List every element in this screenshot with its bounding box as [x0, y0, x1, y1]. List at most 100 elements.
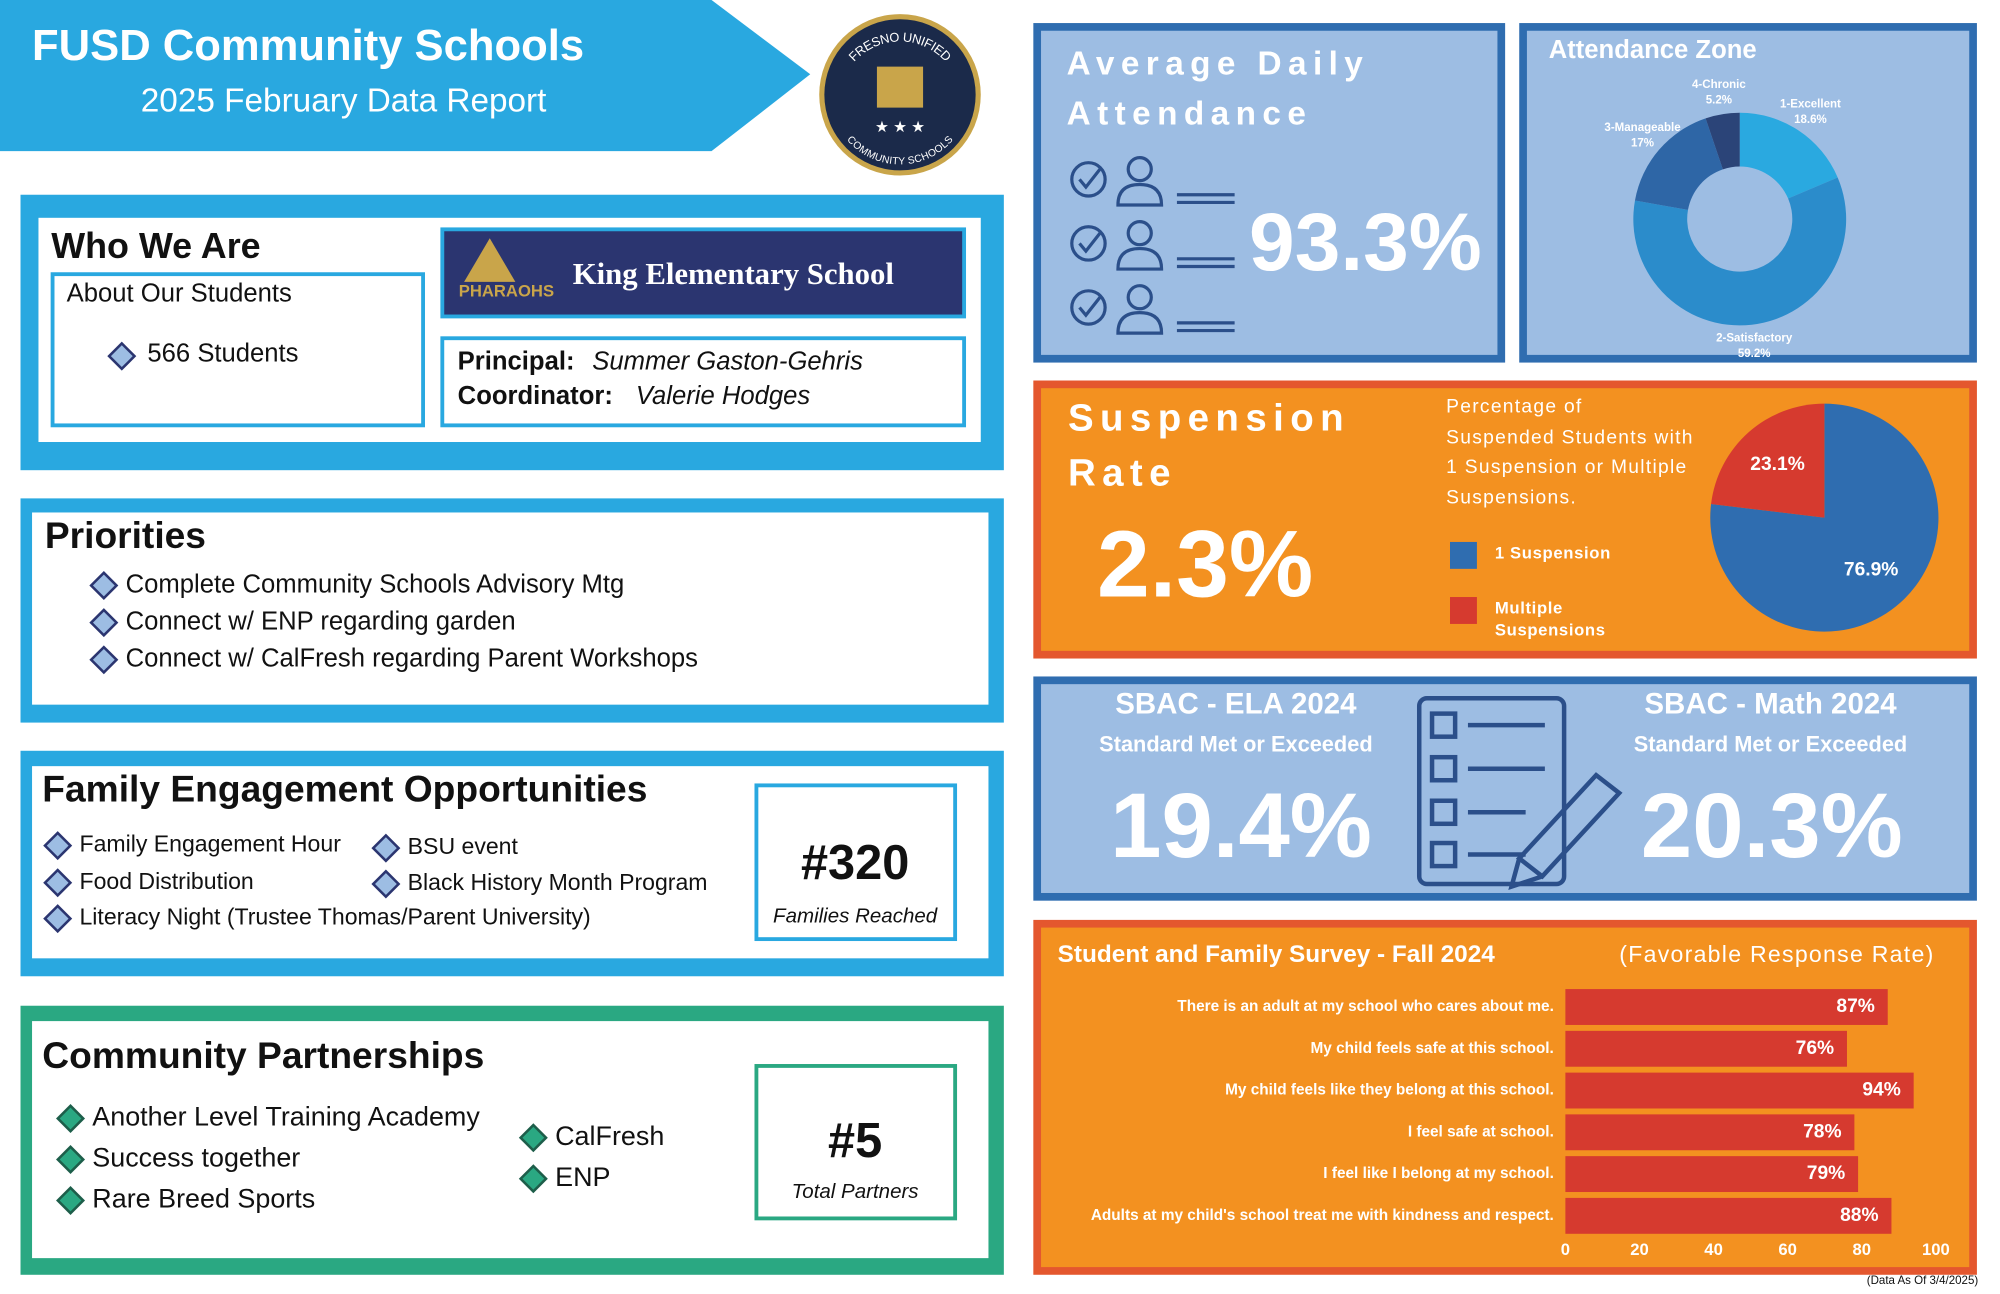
- list-item: Rare Breed Sports: [92, 1184, 315, 1214]
- slice-label: 2-Satisfactory: [1716, 333, 1793, 345]
- list-item: Connect w/ CalFresh regarding Parent Wor…: [126, 645, 698, 673]
- logo: FRESNO UNIFIED COMMUNITY SCHOOLS ★ ★ ★: [819, 14, 981, 176]
- attendance-value: 93.3%: [1249, 197, 1482, 288]
- priority-list: Complete Community Schools Advisory Mtg C…: [89, 570, 698, 675]
- bar: [1565, 1114, 1855, 1151]
- section-title: Who We Are: [51, 226, 260, 266]
- bullet: [518, 1123, 548, 1153]
- value-label: 78%: [1803, 1121, 1841, 1142]
- list-item: Literacy Night (Trustee Thomas/Parent Un…: [79, 904, 590, 930]
- header-banner: [0, 0, 811, 152]
- value-label: 76.9%: [1844, 559, 1899, 580]
- logo-stars: ★ ★ ★: [875, 119, 925, 136]
- legend-label-box: Multiple Suspensions: [1494, 598, 1606, 640]
- value-label: 87%: [1836, 996, 1874, 1017]
- x-tick-label: 80: [1853, 1240, 1872, 1259]
- page-subtitle: 2025 February Data Report: [141, 82, 547, 119]
- sbac-subtitle: Standard Met or Exceeded: [1099, 731, 1372, 756]
- y-tick-label: Adults at my child's school treat me wit…: [1091, 1207, 1554, 1224]
- bullet: [56, 1185, 86, 1215]
- sbac-value: 20.3%: [1641, 773, 1903, 877]
- slice-label: 4-Chronic: [1692, 79, 1746, 91]
- slice: [1633, 177, 1847, 326]
- bullet: [89, 608, 119, 638]
- x-tick-label: 100: [1922, 1240, 1950, 1259]
- school-banner: [440, 227, 967, 319]
- about-box: [50, 272, 426, 428]
- coordinator-label: Coordinator:: [458, 382, 613, 410]
- sbac-value: 19.4%: [1110, 773, 1372, 877]
- slice-label: 1-Excellent: [1780, 99, 1841, 111]
- partner-list: Another Level Training Academy Success to…: [56, 1102, 664, 1215]
- chart-subtitle: (Favorable Response Rate): [1619, 941, 1934, 967]
- school-logo-pyramid: [464, 238, 516, 282]
- y-tick-label: There is an adult at my school who cares…: [1177, 998, 1554, 1015]
- sbac-subtitle: Standard Met or Exceeded: [1634, 731, 1907, 756]
- list-item: Another Level Training Academy: [92, 1102, 480, 1132]
- attendance-title-box: Average Daily Attendance: [1067, 44, 1363, 132]
- families-count: #320: [801, 836, 909, 890]
- section-panel: [32, 512, 989, 705]
- list-item: Black History Month Program: [408, 869, 708, 895]
- value-label: 23.1%: [1750, 454, 1805, 475]
- suspension-value: 2.3%: [1097, 511, 1313, 617]
- attendance-icons: [1070, 155, 1235, 335]
- sbac-title: SBAC - Math 2024: [1644, 688, 1897, 721]
- slice: [1634, 118, 1723, 210]
- coordinator-name: Valerie Hodges: [636, 382, 811, 410]
- section-title: Community Partnerships: [42, 1034, 484, 1076]
- list-item: Food Distribution: [79, 868, 253, 894]
- legend-swatch: [1450, 597, 1477, 624]
- logo-shield: [876, 66, 924, 108]
- slice-label: 3-Manageable: [1604, 122, 1681, 134]
- section-title: Family Engagement Opportunities: [42, 768, 647, 810]
- x-tick-label: 0: [1561, 1240, 1570, 1259]
- legend-label: Multiple Suspensions: [1494, 598, 1606, 640]
- section-title: Priorities: [45, 514, 206, 556]
- principal-name: Summer Gaston-Gehris: [592, 347, 863, 375]
- value-label: 17%: [1631, 137, 1654, 149]
- y-tick-label: I feel safe at school.: [1408, 1123, 1554, 1140]
- bullet: [56, 1144, 86, 1174]
- list-item: Family Engagement Hour: [79, 831, 341, 857]
- list-item: ENP: [555, 1162, 610, 1192]
- bullet: [89, 571, 119, 600]
- value-label: 59.2%: [1738, 348, 1771, 360]
- bullet: [89, 645, 119, 675]
- count-box: [754, 1064, 958, 1221]
- suspension-title: Suspension Rate: [1067, 397, 1351, 495]
- x-tick-label: 40: [1704, 1240, 1723, 1259]
- legend-label-box: 1 Suspension: [1494, 543, 1611, 563]
- bullet: [43, 904, 73, 934]
- bar: [1565, 1072, 1914, 1109]
- slice: [1711, 403, 1825, 518]
- x-tick-label: 60: [1778, 1240, 1797, 1259]
- sbac-title: SBAC - ELA 2024: [1115, 688, 1357, 721]
- legend-label: 1 Suspension: [1494, 543, 1611, 563]
- value-label: 5.2%: [1706, 94, 1732, 106]
- bullet: [371, 833, 401, 863]
- principal-label: Principal:: [458, 347, 575, 375]
- value-label: 88%: [1840, 1205, 1878, 1226]
- bullet: [107, 341, 137, 371]
- pie-subtitle-box: Percentage of Suspended Students with 1 …: [1446, 396, 1692, 508]
- list-item: Success together: [92, 1143, 300, 1173]
- bar: [1565, 1030, 1847, 1067]
- school-name: King Elementary School: [573, 257, 895, 291]
- partners-count: #5: [828, 1114, 882, 1168]
- value-label: 79%: [1807, 1163, 1845, 1184]
- bullet: [518, 1164, 548, 1194]
- footer-note: (Data As Of 3/4/2025): [1867, 1275, 1979, 1287]
- sbac-panel: [1033, 676, 1977, 901]
- bar: [1565, 1197, 1892, 1234]
- value-label: 94%: [1862, 1080, 1900, 1101]
- slice: [1739, 112, 1838, 199]
- about-title: About Our Students: [67, 279, 292, 307]
- count-box: [754, 783, 958, 942]
- bullet: [43, 831, 73, 861]
- clipboard-icon: [1416, 696, 1623, 891]
- staff-box: [440, 336, 967, 428]
- families-label: Families Reached: [773, 905, 938, 928]
- students-count: 566 Students: [147, 340, 298, 368]
